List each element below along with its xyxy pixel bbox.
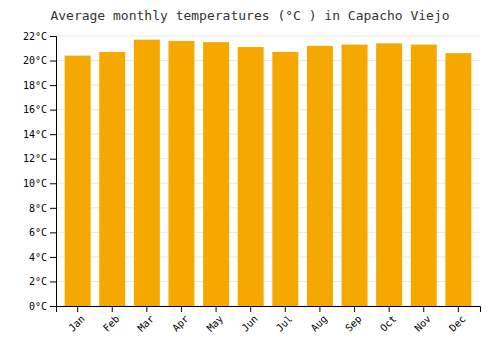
x-tick-label: Sep	[343, 313, 364, 334]
x-tick: Jun	[239, 306, 260, 334]
y-tick-mark	[50, 306, 56, 307]
y-tick-label: 14°C	[23, 129, 47, 140]
x-tick-mark	[319, 306, 320, 312]
y-tick-label: 10°C	[23, 178, 47, 189]
x-tick-label: Feb	[101, 313, 122, 334]
y-tick-label: 20°C	[23, 55, 47, 66]
chart: 0°C 2°C 4°C 6°C 8°C 10°C 12°C 14°C 16°C 18°C 20°C 2…	[0, 0, 500, 350]
x-tick-mark	[77, 306, 78, 312]
x-tick-label: Mar	[135, 313, 156, 334]
y-tick-mark	[50, 232, 56, 233]
bar	[445, 53, 471, 306]
y-tick-mark	[50, 183, 56, 184]
y-tick: 0°C	[29, 301, 56, 312]
x-tick-label: Oct	[378, 313, 399, 334]
bar	[203, 42, 229, 306]
x-tick-label: Dec	[447, 313, 468, 334]
x-tick: Apr	[170, 306, 191, 334]
y-tick: 8°C	[29, 203, 56, 214]
bar	[65, 56, 91, 306]
x-tick-label: Apr	[170, 313, 191, 334]
bar	[411, 45, 437, 306]
y-tick-mark	[50, 159, 56, 160]
y-tick-mark	[50, 36, 56, 37]
x-tick-mark	[112, 306, 113, 312]
bar	[272, 52, 298, 306]
x-tick-label: Nov	[412, 313, 433, 334]
title: Average monthly temperatures (°C ) in Ca…	[50, 8, 449, 23]
y-tick: 18°C	[23, 80, 56, 91]
y-tick-label: 12°C	[23, 153, 47, 164]
bars	[65, 40, 472, 306]
x-tick-label: May	[205, 313, 226, 334]
y-tick-label: 2°C	[29, 276, 47, 287]
x-tick-mark	[423, 306, 424, 312]
y-tick-label: 22°C	[23, 31, 47, 42]
x-tick: Aug	[309, 306, 330, 334]
bar	[134, 40, 160, 306]
y-tick-label: 8°C	[29, 203, 47, 214]
plot-area: 0°C 2°C 4°C 6°C 8°C 10°C 12°C 14°C 16°C 18°C 20°C 2…	[23, 31, 481, 334]
y-axis: 0°C 2°C 4°C 6°C 8°C 10°C 12°C 14°C 16°C 18°C 20°C 2…	[23, 31, 57, 312]
x-tick-mark	[458, 306, 459, 312]
y-tick-label: 18°C	[23, 80, 47, 91]
y-tick: 20°C	[23, 55, 56, 66]
x-tick-mark	[389, 306, 390, 312]
x-tick: Nov	[412, 306, 433, 334]
x-tick: Jan	[66, 306, 87, 334]
x-tick-mark	[146, 306, 147, 312]
bar	[238, 47, 264, 306]
x-tick-mark	[285, 306, 286, 312]
bar	[99, 52, 125, 306]
grid	[56, 36, 480, 306]
x-tick: Dec	[447, 306, 468, 334]
y-tick: 22°C	[23, 31, 56, 42]
x-tick-mark	[354, 306, 355, 312]
bar	[168, 41, 194, 306]
y-tick-mark	[50, 134, 56, 135]
bar	[376, 43, 402, 306]
x-tick: Oct	[378, 306, 399, 334]
bar	[307, 46, 333, 306]
x-tick: Mar	[135, 306, 156, 334]
x-tick-label: Jul	[274, 313, 295, 334]
x-tick-mark	[250, 306, 251, 312]
bar	[342, 45, 368, 306]
y-tick: 12°C	[23, 153, 56, 164]
y-tick: 16°C	[23, 104, 56, 115]
y-tick-label: 4°C	[29, 252, 47, 263]
y-tick-label: 6°C	[29, 227, 47, 238]
y-tick: 10°C	[23, 178, 56, 189]
y-tick-mark	[50, 257, 56, 258]
y-tick-label: 16°C	[23, 104, 47, 115]
x-axis: Jan Feb Mar Apr May Jun Jul Aug Sep Oct Nov Dec	[57, 306, 481, 334]
y-tick-mark	[50, 61, 56, 62]
y-tick: 2°C	[29, 276, 56, 287]
x-axis-line	[57, 307, 481, 313]
x-tick-label: Aug	[309, 313, 330, 334]
y-tick-label: 0°C	[29, 301, 47, 312]
x-tick: May	[205, 306, 226, 334]
y-axis-line	[50, 37, 57, 307]
y-tick: 6°C	[29, 227, 56, 238]
x-tick: Jul	[274, 306, 295, 334]
grid-line	[56, 36, 480, 37]
y-tick-mark	[50, 85, 56, 86]
x-tick: Feb	[101, 306, 122, 334]
y-tick-mark	[50, 110, 56, 111]
y-tick-mark	[50, 208, 56, 209]
y-tick-mark	[50, 281, 56, 282]
y-tick: 14°C	[23, 129, 56, 140]
x-tick-label: Jan	[66, 313, 87, 334]
x-tick-label: Jun	[239, 313, 260, 334]
x-tick-mark	[216, 306, 217, 312]
x-tick-mark	[181, 306, 182, 312]
y-tick: 4°C	[29, 252, 56, 263]
x-tick: Sep	[343, 306, 364, 334]
